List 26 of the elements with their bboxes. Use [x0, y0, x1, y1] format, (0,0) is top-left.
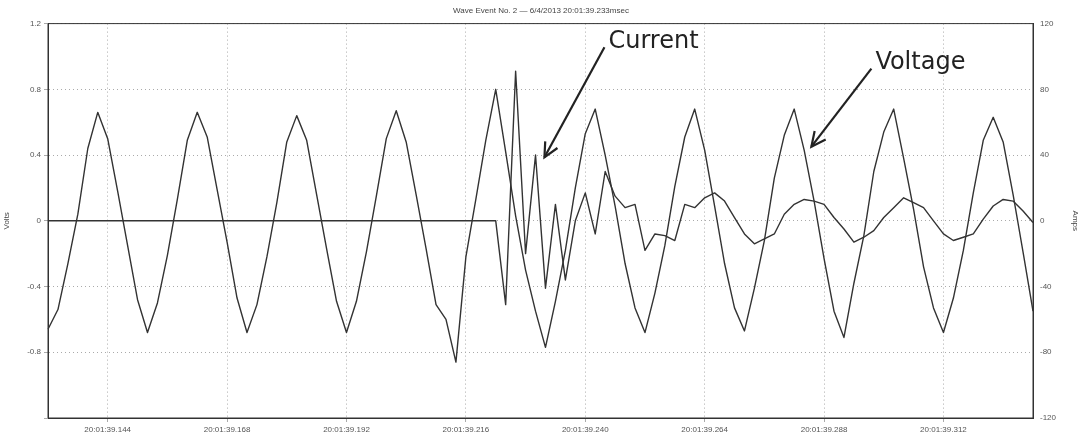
y-tick-label: -0.4 — [27, 281, 42, 291]
y2-tick-label: 120 — [1040, 18, 1054, 28]
y2-tick-label: -120 — [1040, 413, 1057, 423]
x-tick-label: 20:01:39.192 — [323, 425, 371, 434]
y2-tick-label: 0 — [1040, 216, 1045, 225]
x-tick-label: 20:01:39.312 — [920, 425, 968, 434]
y2-tick-label: 80 — [1040, 84, 1050, 94]
y-tick-label: 0 — [36, 216, 42, 225]
y-tick-label: 1.2 — [29, 18, 42, 28]
y-axis-title: Volts — [2, 212, 11, 230]
x-tick-label: 20:01:39.264 — [681, 425, 729, 434]
annotation: Voltage — [875, 46, 966, 75]
x-tick-label: 20:01:39.168 — [203, 425, 251, 434]
y2-tick-label: -40 — [1040, 281, 1053, 291]
y-tick-label: -0.8 — [27, 347, 42, 357]
y2-tick-label: 40 — [1040, 150, 1050, 160]
annotation: Current — [608, 25, 699, 54]
y2-axis-title: Amps — [1071, 210, 1080, 232]
x-tick-label: 20:01:39.216 — [442, 425, 490, 434]
y-tick-label: 0.4 — [29, 150, 42, 160]
x-tick-label: 20:01:39.144 — [84, 425, 132, 434]
x-tick-label: 20:01:39.288 — [800, 425, 848, 434]
x-tick-label: 20:01:39.240 — [561, 425, 610, 434]
y-tick-label: 0.8 — [29, 84, 42, 94]
y2-tick-label: -80 — [1040, 347, 1053, 357]
chart-title: Wave Event No. 2 — 6/4/2013 20:01:39.233msec — [453, 6, 629, 15]
